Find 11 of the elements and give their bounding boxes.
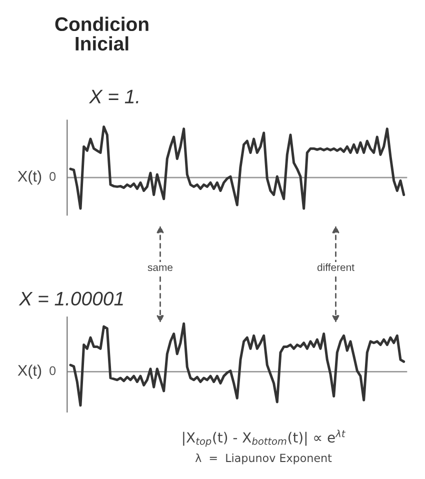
ref-line-label: 0 (50, 366, 56, 376)
y-axis-title: X(t) (18, 364, 42, 379)
text: λ = Liapunov Exponent (195, 454, 332, 464)
text: |X$_{top}$(t) - X$_{bottom}$(t)| ∝ e$^{λt}$ (183, 430, 346, 447)
chart-subtitle: X = 1. (88, 90, 138, 104)
chart-title: Condicion Inicial (55, 16, 148, 51)
ref-line-label: 0 (50, 172, 56, 181)
text: different (317, 263, 354, 272)
chart-title: X = 1.00001 (18, 292, 123, 306)
y-axis-title: X(t) (18, 170, 42, 185)
text: same (148, 265, 172, 272)
